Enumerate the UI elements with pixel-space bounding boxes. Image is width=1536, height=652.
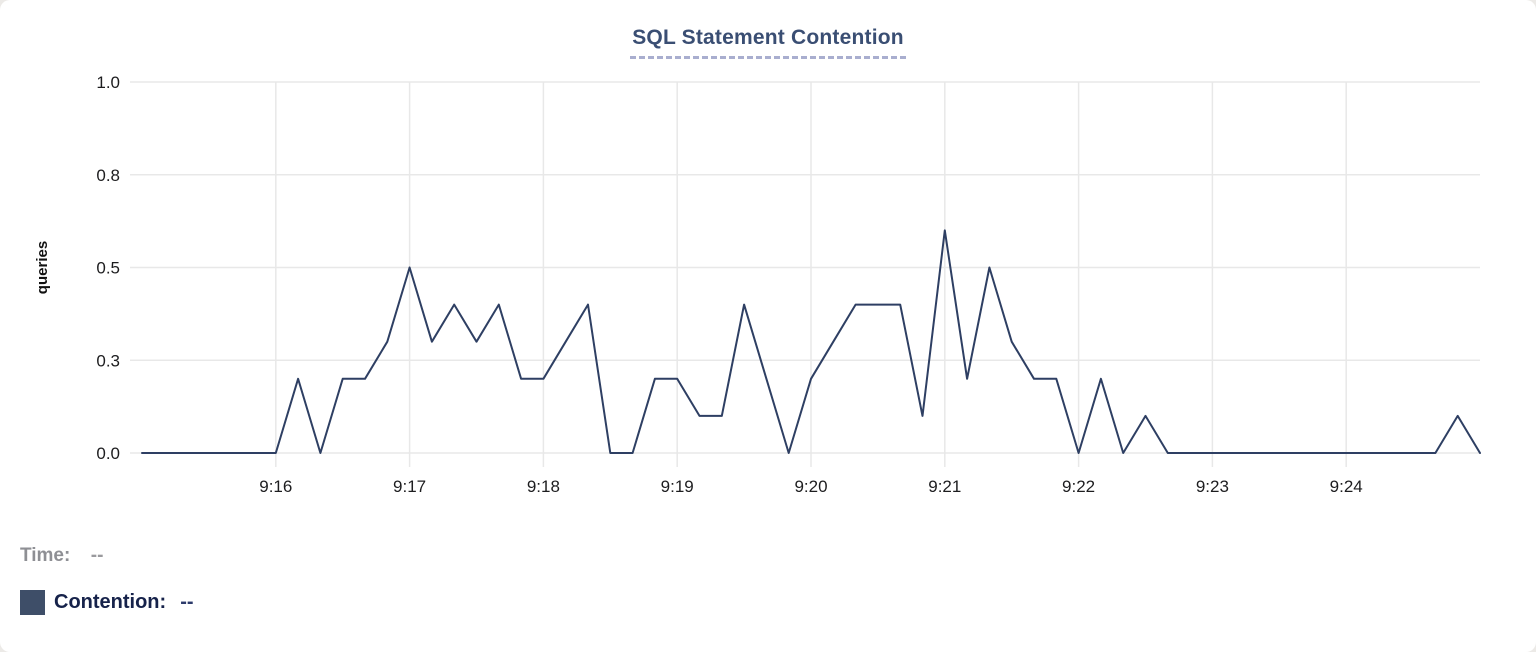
- x-tick-label: 9:16: [259, 477, 292, 496]
- x-tick-label: 9:24: [1330, 477, 1363, 496]
- contention-series-swatch: [20, 590, 45, 615]
- y-tick-label: 0.5: [96, 259, 120, 278]
- legend-time-row: Time: --: [20, 545, 103, 567]
- legend-contention-row[interactable]: Contention: --: [20, 590, 194, 615]
- contention-label: Contention:: [54, 591, 167, 613]
- y-tick-label: 1.0: [96, 73, 120, 92]
- x-tick-label: 9:23: [1196, 477, 1229, 496]
- x-tick-label: 9:19: [661, 477, 694, 496]
- x-tick-label: 9:18: [527, 477, 560, 496]
- y-tick-label: 0.3: [96, 351, 120, 370]
- chart-header: SQL Statement Contention: [0, 26, 1536, 59]
- x-tick-label: 9:21: [928, 477, 961, 496]
- y-tick-label: 0.0: [96, 444, 120, 463]
- x-tick-label: 9:22: [1062, 477, 1095, 496]
- y-tick-label: 0.8: [96, 166, 120, 185]
- x-tick-label: 9:17: [393, 477, 426, 496]
- contention-value: --: [180, 591, 194, 613]
- contention-series-line: [141, 229, 1481, 454]
- time-value: --: [90, 545, 104, 566]
- chart-title[interactable]: SQL Statement Contention: [630, 26, 906, 59]
- y-axis-label: queries: [34, 241, 51, 294]
- time-label: Time:: [20, 545, 71, 566]
- x-tick-label: 9:20: [794, 477, 827, 496]
